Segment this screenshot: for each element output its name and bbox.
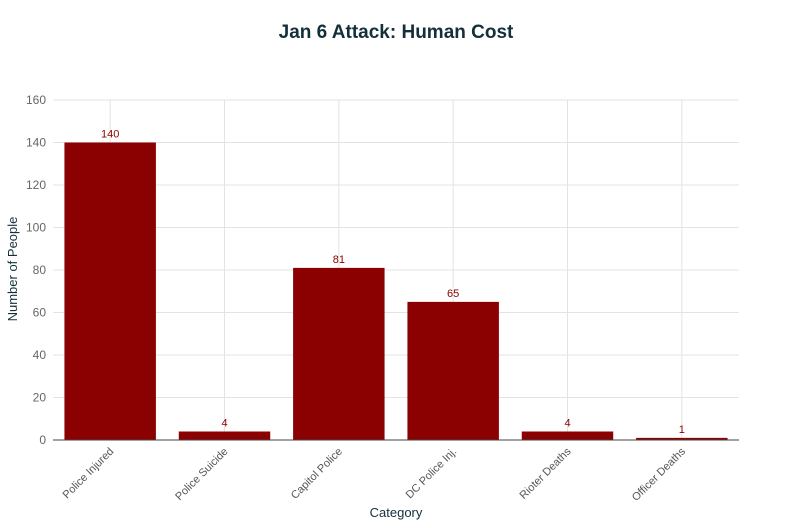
bar-value-label: 4 (564, 418, 570, 430)
bar (178, 431, 271, 440)
bar-value-label: 140 (101, 129, 119, 141)
y-tick-label: 80 (33, 263, 47, 277)
y-tick-label: 0 (39, 433, 46, 447)
bar (293, 267, 385, 440)
x-tick-label: DC Police Inj. (404, 446, 460, 502)
x-tick-label: Police Suicide (173, 446, 230, 503)
bar-value-label: 1 (679, 424, 685, 436)
bar (407, 301, 499, 440)
y-tick-label: 60 (33, 306, 47, 320)
bar-value-label: 81 (333, 254, 345, 266)
data-labels: 140 4 81 65 4 1 (101, 129, 685, 436)
x-axis-title: Category (370, 505, 423, 520)
gridlines (53, 99, 739, 440)
x-tick-label: Officer Deaths (630, 445, 688, 503)
y-tick-label: 40 (33, 348, 47, 362)
bar-value-label: 65 (447, 288, 459, 300)
bar (64, 142, 156, 440)
y-tick-label: 20 (33, 391, 47, 405)
bar (636, 437, 728, 440)
y-axis-ticks: 0 20 40 60 80 100 120 140 160 (26, 93, 46, 447)
bar (521, 431, 614, 440)
y-axis-title: Number of People (5, 217, 20, 322)
x-tick-label: Capitol Police (289, 446, 345, 502)
y-tick-label: 160 (26, 93, 46, 107)
x-tick-label: Rioter Deaths (518, 445, 574, 501)
x-axis-ticks: Police Injured Police Suicide Capitol Poli… (61, 445, 689, 503)
y-tick-label: 100 (26, 221, 46, 235)
y-tick-label: 120 (26, 178, 46, 192)
x-tick-label: Police Injured (61, 446, 117, 502)
chart-title: Jan 6 Attack: Human Cost (279, 22, 514, 43)
bar-value-label: 4 (221, 418, 227, 430)
y-tick-label: 140 (26, 136, 46, 150)
bars (64, 142, 728, 440)
